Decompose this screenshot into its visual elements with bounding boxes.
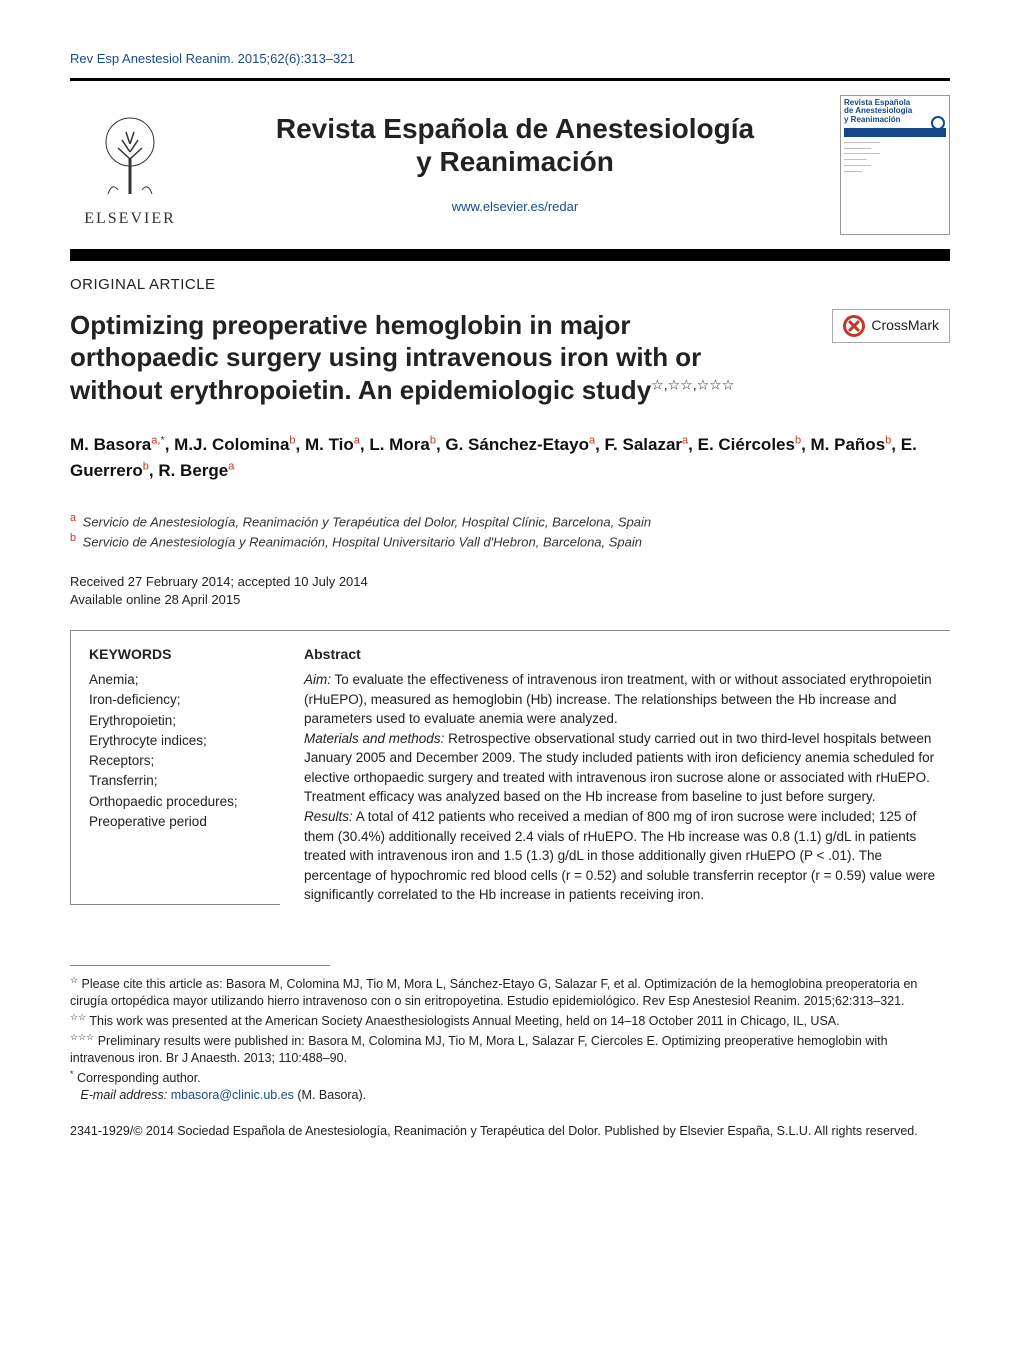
abstract-results: A total of 412 patients who received a m… [304, 809, 935, 902]
cover-bar [844, 128, 946, 137]
abstract-box: Abstract Aim: To evaluate the effectiven… [280, 631, 950, 905]
footnote-2: ☆☆ This work was presented at the Americ… [70, 1011, 950, 1031]
journal-cover-thumb: Revista Española de Anestesiología y Rea… [840, 95, 950, 235]
footnote-corresponding: * Corresponding author. [70, 1068, 950, 1088]
title-footnote-markers: ☆,☆☆,☆☆☆ [651, 376, 734, 392]
author-list: M. Basoraa,*, M.J. Colominab, M. Tioa, L… [70, 432, 950, 483]
footnote-1-mark: ☆ [70, 975, 78, 985]
affiliations: a Servicio de Anestesiología, Reanimació… [70, 511, 950, 551]
footnote-3-mark: ☆☆☆ [70, 1032, 94, 1042]
title-row: Optimizing preoperative hemoglobin in ma… [70, 309, 950, 407]
journal-title-line2: y Reanimación [200, 146, 830, 178]
footnotes: ☆ Please cite this article as: Basora M,… [70, 974, 950, 1105]
article-type: ORIGINAL ARTICLE [70, 275, 950, 295]
abstract-aim-label: Aim: [304, 672, 331, 687]
email-label: E-mail address: [80, 1088, 170, 1102]
footnote-corr-text: Corresponding author. [74, 1071, 201, 1085]
footnote-email: E-mail address: mbasora@clinic.ub.es (M.… [70, 1087, 950, 1105]
footnote-2-mark: ☆☆ [70, 1012, 86, 1022]
journal-title-block: Revista Española de Anestesiología y Rea… [190, 113, 840, 215]
footnote-1-text: Please cite this article as: Basora M, C… [70, 977, 917, 1009]
top-rule [70, 78, 950, 81]
journal-title-line1: Revista Española de Anestesiología [200, 113, 830, 145]
keywords-heading: KEYWORDS [89, 645, 262, 664]
publisher-word: ELSEVIER [84, 208, 176, 230]
article-title: Optimizing preoperative hemoglobin in ma… [70, 309, 750, 407]
crossmark-icon [843, 315, 865, 337]
footnote-1: ☆ Please cite this article as: Basora M,… [70, 974, 950, 1011]
keywords-abstract-wrap: KEYWORDS Anemia;Iron-deficiency;Erythrop… [70, 630, 950, 905]
article-history: Received 27 February 2014; accepted 10 J… [70, 573, 950, 608]
crossmark-label: CrossMark [871, 316, 939, 335]
abstract-results-label: Results: [304, 809, 353, 824]
masthead: ELSEVIER Revista Española de Anestesiolo… [70, 89, 950, 245]
history-online: Available online 28 April 2015 [70, 591, 950, 609]
article-title-text: Optimizing preoperative hemoglobin in ma… [70, 310, 701, 405]
footnote-3: ☆☆☆ Preliminary results were published i… [70, 1031, 950, 1068]
elsevier-tree-icon [80, 104, 180, 204]
keywords-box: KEYWORDS Anemia;Iron-deficiency;Erythrop… [70, 631, 280, 905]
abstract-body: Aim: To evaluate the effectiveness of in… [304, 670, 950, 905]
crossmark-badge[interactable]: CrossMark [832, 309, 950, 343]
email-who: (M. Basora). [294, 1088, 366, 1102]
abstract-aim: To evaluate the effectiveness of intrave… [304, 672, 932, 726]
cover-toc-lines: ――――――――――――――――――――――――――――――――――――― [844, 140, 946, 175]
footnote-3-text: Preliminary results were published in: B… [70, 1034, 888, 1066]
journal-url-link[interactable]: www.elsevier.es/redar [452, 198, 578, 216]
footnotes-rule [70, 965, 330, 966]
corresponding-email-link[interactable]: mbasora@clinic.ub.es [171, 1088, 294, 1102]
citation-line: Rev Esp Anestesiol Reanim. 2015;62(6):31… [70, 50, 950, 68]
thick-separator [70, 249, 950, 261]
cover-globe-icon [931, 116, 945, 130]
abstract-heading: Abstract [304, 645, 950, 664]
keywords-list: Anemia;Iron-deficiency;Erythropoietin;Er… [89, 670, 262, 832]
history-received: Received 27 February 2014; accepted 10 J… [70, 573, 950, 591]
copyright-line: 2341-1929/© 2014 Sociedad Española de An… [70, 1123, 950, 1141]
elsevier-logo: ELSEVIER [70, 100, 190, 230]
footnote-2-text: This work was presented at the American … [86, 1014, 839, 1028]
abstract-mm-label: Materials and methods: [304, 731, 444, 746]
